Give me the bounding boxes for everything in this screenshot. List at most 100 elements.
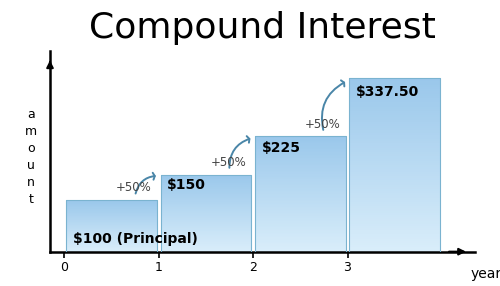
Bar	[255, 217, 346, 219]
Bar	[160, 218, 251, 219]
Bar	[66, 241, 156, 242]
Bar	[160, 191, 251, 192]
Bar	[255, 202, 346, 204]
Bar	[350, 219, 440, 221]
Bar	[66, 220, 156, 221]
Bar	[255, 200, 346, 201]
Bar	[160, 249, 251, 250]
Bar	[66, 200, 156, 201]
Bar	[160, 237, 251, 238]
Bar	[160, 215, 251, 216]
Bar	[350, 156, 440, 158]
Bar	[255, 190, 346, 191]
Bar	[66, 211, 156, 212]
Bar	[255, 234, 346, 236]
Bar	[160, 200, 251, 201]
Bar	[350, 137, 440, 139]
Bar	[255, 205, 346, 207]
Bar	[66, 249, 156, 250]
Bar	[66, 210, 156, 211]
Bar	[255, 136, 346, 138]
Bar	[66, 207, 156, 208]
Bar	[255, 204, 346, 205]
Bar	[255, 154, 346, 155]
Text: $150: $150	[167, 178, 206, 192]
Bar	[255, 230, 346, 231]
Bar	[350, 152, 440, 154]
Bar	[350, 169, 440, 172]
Bar	[66, 244, 156, 245]
Bar	[350, 133, 440, 135]
Bar	[160, 197, 251, 198]
Bar	[350, 193, 440, 195]
Bar	[350, 98, 440, 100]
Bar	[160, 180, 251, 181]
Bar	[66, 243, 156, 244]
Bar	[160, 193, 251, 194]
Bar	[160, 224, 251, 225]
Bar	[66, 238, 156, 239]
Bar	[255, 208, 346, 210]
Bar	[160, 206, 251, 207]
Bar	[255, 194, 346, 195]
Bar	[255, 220, 346, 221]
Bar	[66, 212, 156, 213]
Bar	[255, 231, 346, 233]
Bar	[350, 111, 440, 113]
Bar	[350, 102, 440, 104]
Bar	[66, 235, 156, 236]
Bar	[66, 232, 156, 233]
Bar	[255, 236, 346, 237]
Bar	[255, 162, 346, 164]
Bar	[255, 192, 346, 194]
Bar	[350, 78, 440, 81]
Bar	[255, 143, 346, 145]
Bar	[350, 195, 440, 198]
Text: $225: $225	[262, 141, 300, 155]
Bar	[66, 222, 156, 223]
Bar	[350, 158, 440, 161]
Bar	[160, 244, 251, 245]
Bar	[66, 215, 156, 216]
Bar	[350, 94, 440, 96]
Bar	[255, 210, 346, 211]
Bar	[255, 243, 346, 245]
Bar	[255, 184, 346, 185]
Bar	[350, 83, 440, 85]
Bar	[255, 213, 346, 214]
Bar	[66, 226, 156, 227]
Bar	[160, 223, 251, 224]
Bar	[160, 211, 251, 212]
Bar	[350, 182, 440, 184]
Bar	[160, 233, 251, 234]
Bar	[350, 249, 440, 252]
Bar	[350, 210, 440, 213]
Bar	[66, 206, 156, 207]
Text: +50%: +50%	[210, 156, 246, 168]
Bar	[350, 191, 440, 193]
Bar	[160, 209, 251, 210]
Bar	[255, 161, 346, 162]
Bar	[255, 145, 346, 146]
Bar	[160, 202, 251, 204]
Bar	[160, 185, 251, 186]
Bar	[255, 224, 346, 226]
Bar	[350, 165, 440, 167]
Bar	[160, 246, 251, 247]
Bar	[350, 226, 440, 228]
Bar	[66, 201, 156, 202]
Bar	[255, 166, 346, 168]
Bar	[160, 229, 251, 230]
Bar	[350, 184, 440, 187]
Bar	[350, 172, 440, 174]
Bar	[255, 152, 346, 154]
Bar	[350, 130, 440, 133]
Bar	[350, 100, 440, 102]
Bar	[160, 186, 251, 187]
Bar	[160, 238, 251, 239]
Bar	[255, 176, 346, 178]
Bar	[160, 195, 251, 196]
Bar	[255, 159, 346, 161]
Bar	[350, 81, 440, 83]
Bar	[160, 240, 251, 241]
